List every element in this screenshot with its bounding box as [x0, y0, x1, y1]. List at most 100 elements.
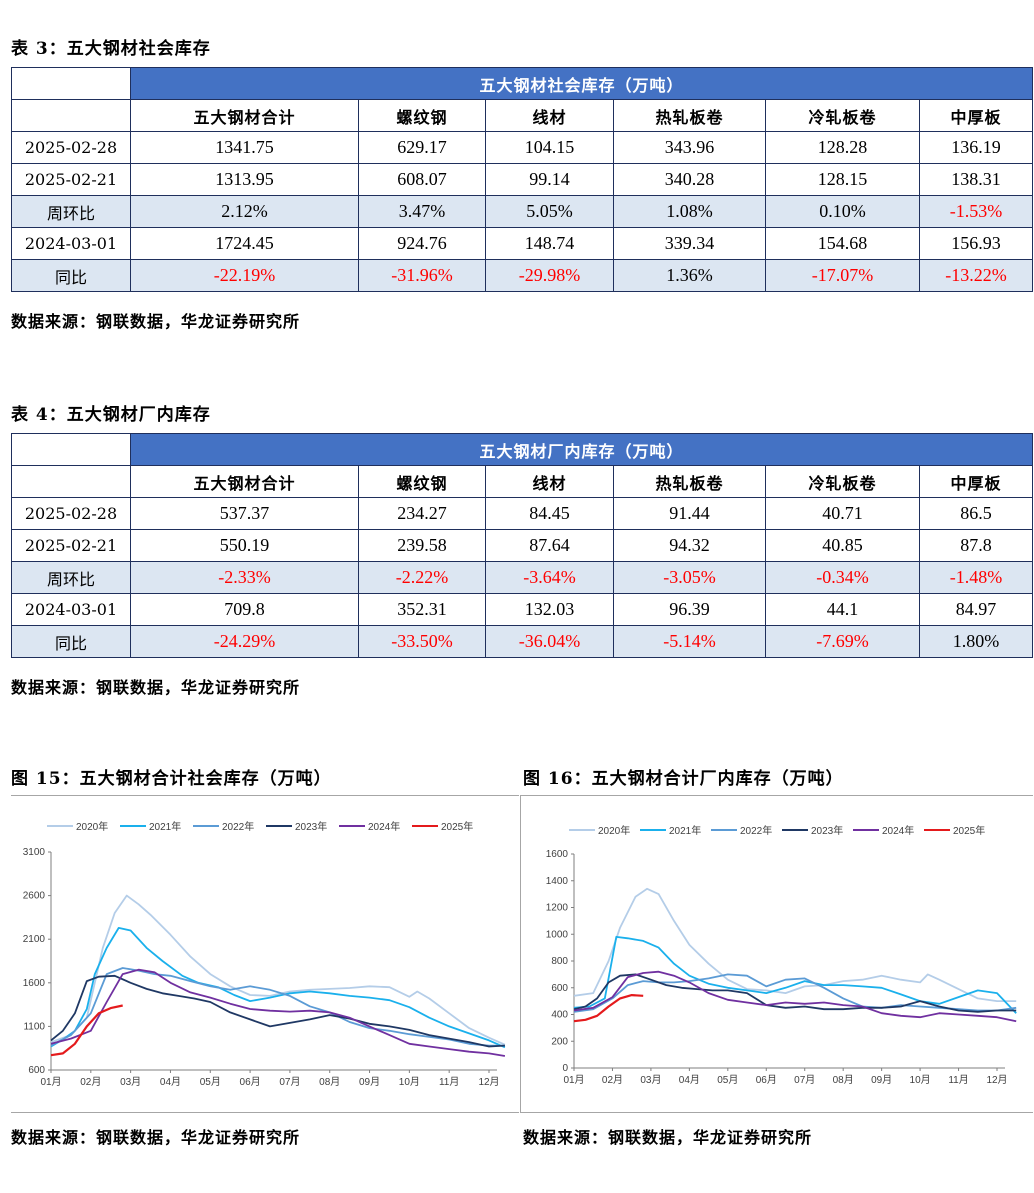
y-tick-label: 2100	[23, 934, 46, 945]
y-tick-label: 0	[562, 1063, 568, 1074]
x-tick-label: 11月	[439, 1076, 459, 1088]
x-tick-label: 12月	[986, 1074, 1007, 1086]
table3-cell: -1.53%	[918, 195, 1034, 228]
table3-cell: -17.07%	[765, 259, 920, 292]
y-tick-label: 800	[551, 956, 568, 967]
table3-corner	[11, 67, 131, 100]
x-tick-label: 07月	[794, 1074, 815, 1086]
y-tick-label: 600	[551, 983, 568, 994]
table3-cell: 924.76	[358, 227, 486, 260]
table4-cell: -2.33%	[130, 561, 359, 594]
table4-cell: 234.27	[358, 497, 486, 530]
x-tick-label: 10月	[399, 1076, 420, 1088]
table3-row-label: 2024-03-01	[11, 227, 131, 260]
table3-cell: 0.10%	[765, 195, 920, 228]
legend-label: 2023年	[295, 820, 327, 833]
table3-cell: 128.28	[765, 131, 920, 164]
table4-row: 同比 -24.29% -33.50% -36.04% -5.14% -7.69% 1.80%	[11, 625, 1034, 658]
table4-row: 2025-02-21 550.19 239.58 87.64 94.32 40.85 87.…	[11, 529, 1034, 562]
table4-header-blank	[11, 465, 131, 498]
table3-cell: 104.15	[485, 131, 614, 164]
table3-header-blank	[11, 99, 131, 132]
table4-cell: -1.48%	[918, 561, 1034, 594]
table3-row-label: 同比	[11, 259, 131, 292]
table4-cell: 91.44	[613, 497, 766, 530]
series-line-4	[50, 968, 506, 1057]
x-tick-label: 06月	[240, 1076, 261, 1088]
series-line-0	[573, 887, 1017, 1003]
table4-cell: -33.50%	[358, 625, 486, 658]
table3-cell: 339.34	[613, 227, 766, 260]
fig16-chart-frame: 2020年 2021年 2022年 2023年 2024年 2025年 0 200 400 600…	[521, 795, 1033, 1113]
table4-cell: -0.34%	[765, 561, 920, 594]
table3-row: 2025-02-21 1313.95 608.07 99.14 340.28 128.15…	[11, 163, 1034, 196]
series-line-1	[50, 926, 506, 1049]
table3-cell: 3.47%	[358, 195, 486, 228]
series-line-0	[50, 894, 506, 1046]
table3-row: 2025-02-28 1341.75 629.17 104.15 343.96 128.2…	[11, 131, 1034, 164]
table4-title: 五大钢材厂内库存（万吨）	[129, 433, 1034, 466]
table4-col-header: 五大钢材合计	[130, 465, 359, 498]
table4-cell: 84.45	[485, 497, 614, 530]
table3-cell: 340.28	[613, 163, 766, 196]
legend-item: 2022年	[711, 824, 772, 837]
legend-label: 2021年	[149, 820, 181, 833]
table4-cell: 40.71	[765, 497, 920, 530]
table4-cell: 94.32	[613, 529, 766, 562]
table4-col-header: 中厚板	[918, 465, 1034, 498]
series-line-3	[573, 973, 1017, 1013]
x-tick-label: 02月	[80, 1076, 101, 1088]
y-tick-label: 600	[28, 1065, 45, 1076]
table4-row: 2024-03-01 709.8 352.31 132.03 96.39 44.1 84.9…	[11, 593, 1034, 626]
table4-row-label: 2024-03-01	[11, 593, 131, 626]
table4-cell: 44.1	[765, 593, 920, 626]
table3-cell: 1724.45	[130, 227, 359, 260]
y-tick-label: 3100	[23, 847, 46, 858]
x-tick-label: 05月	[200, 1076, 221, 1088]
y-tick-label: 200	[551, 1036, 568, 1047]
x-tick-label: 11月	[948, 1074, 968, 1086]
legend-label: 2023年	[811, 824, 843, 837]
x-tick-label: 08月	[833, 1074, 854, 1086]
fig16-caption: 图 16：五大钢材合计厂内库存（万吨）	[523, 769, 844, 789]
table4-cell: -7.69%	[765, 625, 920, 658]
legend-item: 2025年	[924, 824, 985, 837]
table3-row-label: 2025-02-28	[11, 131, 131, 164]
figure-divider	[520, 795, 521, 1113]
table4-cell: 84.97	[918, 593, 1034, 626]
x-tick-label: 09月	[871, 1074, 892, 1086]
legend-item: 2025年	[412, 820, 473, 833]
table4-caption: 表 4：五大钢材厂内库存	[11, 405, 211, 425]
table3-cell: 1.08%	[613, 195, 766, 228]
table3-cell: 148.74	[485, 227, 614, 260]
table4-cell: 40.85	[765, 529, 920, 562]
series-line-3	[50, 974, 505, 1048]
x-tick-label: 03月	[640, 1074, 661, 1086]
table4-cell: -3.05%	[613, 561, 766, 594]
fig16-source: 数据来源：钢联数据，华龙证券研究所	[523, 1128, 813, 1147]
x-tick-label: 01月	[563, 1074, 584, 1086]
table3-row: 同比 -22.19% -31.96% -29.98% 1.36% -17.07% -13.2…	[11, 259, 1034, 292]
series-line-4	[573, 970, 1017, 1023]
table4-corner	[11, 433, 131, 466]
table4-row-label: 周环比	[11, 561, 131, 594]
table3-col-header: 螺纹钢	[358, 99, 486, 132]
legend-label: 2020年	[76, 820, 108, 833]
y-tick-label: 1600	[546, 849, 569, 860]
table4-col-header: 冷轧板卷	[765, 465, 920, 498]
table4-cell: 87.8	[918, 529, 1034, 562]
y-tick-label: 1200	[546, 903, 569, 914]
table4-source: 数据来源：钢联数据，华龙证券研究所	[11, 678, 301, 697]
legend-label: 2025年	[441, 820, 473, 833]
table3-row: 周环比 2.12% 3.47% 5.05% 1.08% 0.10% -1.53%	[11, 195, 1034, 228]
fig15-chart: 2020年 2021年 2022年 2023年 2024年 2025年 600 1100 160…	[23, 820, 506, 1088]
table3-row-label: 周环比	[11, 195, 131, 228]
table3-caption: 表 3：五大钢材社会库存	[11, 39, 211, 59]
table3-source: 数据来源：钢联数据，华龙证券研究所	[11, 312, 301, 331]
table3-cell: -13.22%	[918, 259, 1034, 292]
x-tick-label: 01月	[40, 1076, 61, 1088]
table3-cell: -29.98%	[485, 259, 614, 292]
y-tick-label: 400	[551, 1010, 568, 1021]
table3-cell: 5.05%	[485, 195, 614, 228]
table4-cell: 96.39	[613, 593, 766, 626]
